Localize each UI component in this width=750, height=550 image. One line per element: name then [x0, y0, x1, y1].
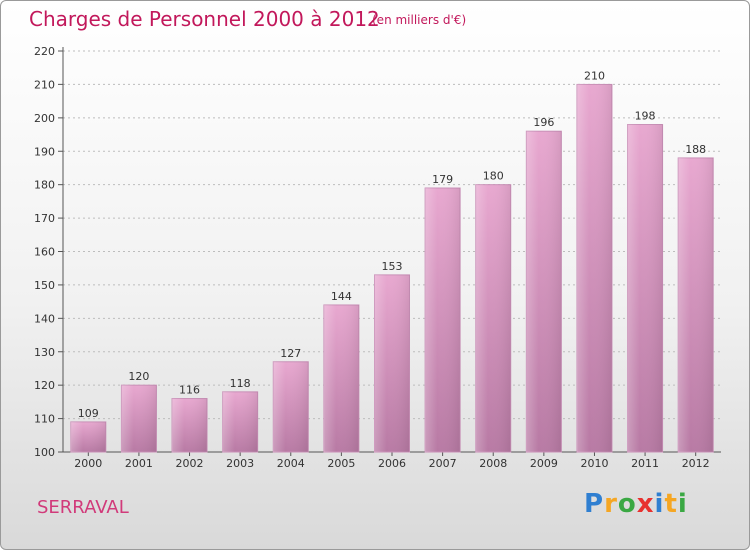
logo-letter: t: [664, 489, 678, 519]
logo-letter: r: [604, 489, 618, 519]
bar-shade: [678, 157, 714, 452]
bar-shade: [222, 391, 258, 452]
logo-letter: i: [677, 489, 688, 519]
x-tick-label-2012: 2012: [682, 457, 710, 470]
logo-letter: o: [617, 489, 637, 519]
bar-shade: [425, 188, 461, 452]
logo-letter: P: [584, 489, 605, 519]
y-tick-label: 170: [34, 212, 55, 225]
x-tick-label-2009: 2009: [530, 457, 558, 470]
labels: 100 110 120 130 140 150 160 170 180 190 200 210 220 1…: [34, 45, 710, 470]
x-tick-label-2010: 2010: [580, 457, 608, 470]
commune-name: SERRAVAL: [37, 497, 129, 518]
bar-shade: [526, 131, 562, 452]
y-tick-label: 160: [34, 246, 55, 259]
data-label-2002: 116: [179, 384, 200, 397]
x-tick-label-2003: 2003: [226, 457, 254, 470]
bar-shade: [576, 84, 612, 453]
y-tick-label: 190: [34, 145, 55, 158]
y-tick-label: 150: [34, 279, 55, 292]
bar-shade: [70, 421, 106, 452]
logo-letter: i: [654, 489, 665, 519]
logo-letter: x: [636, 489, 655, 519]
bar-shade: [475, 184, 511, 452]
data-label-2003: 118: [230, 377, 251, 390]
chart-title: Charges de Personnel 2000 à 2012: [29, 7, 380, 31]
x-tick-label-2006: 2006: [378, 457, 406, 470]
y-tick-label: 100: [34, 446, 55, 459]
data-label-2001: 120: [128, 370, 149, 383]
chart-subtitle: (en milliers d'€): [372, 13, 467, 27]
data-label-2000: 109: [78, 407, 99, 420]
bar-shade: [323, 304, 359, 452]
x-tick-label-2004: 2004: [277, 457, 305, 470]
x-tick-label-2000: 2000: [74, 457, 102, 470]
bar-shade: [374, 274, 410, 452]
bars: [70, 83, 714, 453]
data-label-2005: 144: [331, 290, 352, 303]
x-tick-label-2007: 2007: [429, 457, 457, 470]
bar-shade: [172, 398, 208, 452]
x-tick-label-2002: 2002: [176, 457, 204, 470]
bar-shade: [273, 361, 309, 452]
x-tick-label-2011: 2011: [631, 457, 659, 470]
x-tick-label-2008: 2008: [479, 457, 507, 470]
data-label-2004: 127: [280, 347, 301, 360]
y-tick-label: 110: [34, 413, 55, 426]
bar-shade: [121, 385, 157, 452]
x-tick-label-2001: 2001: [125, 457, 153, 470]
x-tick-label-2005: 2005: [327, 457, 355, 470]
y-tick-label: 180: [34, 179, 55, 192]
data-label-2012: 188: [685, 143, 706, 156]
data-label-2009: 196: [533, 116, 554, 129]
y-tick-label: 140: [34, 312, 55, 325]
y-tick-label: 200: [34, 112, 55, 125]
data-label-2011: 198: [635, 110, 656, 123]
y-tick-label: 220: [34, 45, 55, 58]
data-label-2006: 153: [382, 260, 403, 273]
data-label-2010: 210: [584, 69, 605, 82]
y-tick-label: 120: [34, 379, 55, 392]
data-label-2007: 179: [432, 173, 453, 186]
proxiti-logo: Proxiti: [584, 489, 688, 519]
y-tick-label: 210: [34, 78, 55, 91]
bar-shade: [627, 124, 663, 453]
y-tick-label: 130: [34, 346, 55, 359]
data-label-2008: 180: [483, 170, 504, 183]
